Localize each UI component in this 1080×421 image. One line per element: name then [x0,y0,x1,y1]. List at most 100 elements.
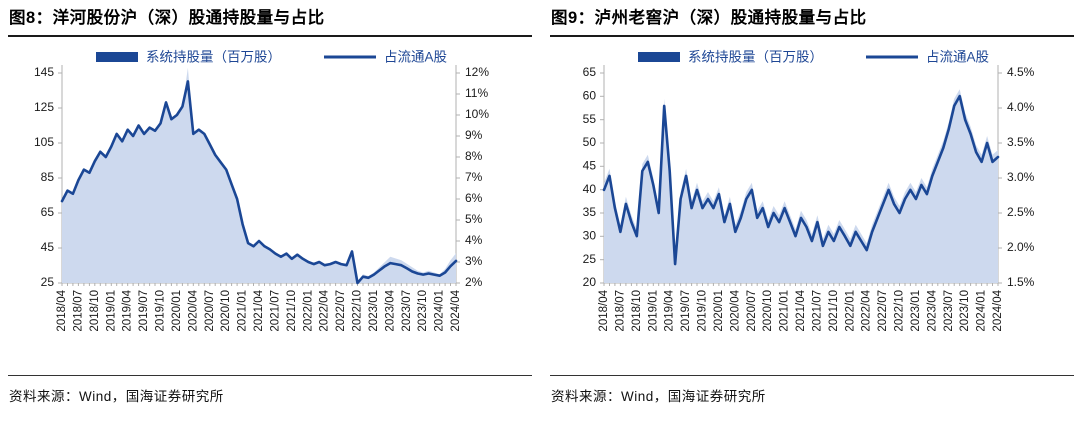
left-axis: 25 45 65 85 105 125 145 [34,65,62,289]
svg-text:2.5%: 2.5% [1007,205,1035,219]
svg-text:2018/07: 2018/07 [72,290,84,332]
svg-text:2020/04: 2020/04 [187,289,199,331]
svg-text:2024/04: 2024/04 [450,289,462,331]
svg-text:2020/07: 2020/07 [746,290,758,332]
svg-text:2022/04: 2022/04 [861,289,873,331]
legend-line-label: 占流通A股 [926,50,990,65]
svg-text:2023/07: 2023/07 [943,290,955,332]
svg-text:7%: 7% [465,170,483,184]
svg-text:2022/10: 2022/10 [352,290,364,332]
svg-text:2023/10: 2023/10 [417,290,429,332]
svg-text:2018/04: 2018/04 [598,289,610,331]
svg-text:2019/10: 2019/10 [155,290,167,332]
svg-text:10%: 10% [465,107,489,121]
svg-text:2019/04: 2019/04 [664,289,676,331]
svg-text:2018/10: 2018/10 [89,290,101,332]
svg-text:2.0%: 2.0% [1007,240,1035,254]
x-axis: 2018/04 2018/07 2018/10 2019/01 2019/04 2019/… [56,283,462,332]
legend-area-label: 系统持股量（百万股） [688,50,823,65]
figure8-panel: 图8：洋河股份沪（深）股通持股量与占比 系统持股量（百万股） 占流通A股 25 45 6… [8,8,532,421]
svg-text:2024/01: 2024/01 [976,290,988,332]
figure9-title: 图9：泸州老窖沪（深）股通持股量与占比 [551,9,867,27]
holdings-area-series [604,89,998,283]
svg-text:2018/07: 2018/07 [614,290,626,332]
svg-text:20: 20 [583,275,597,289]
svg-text:12%: 12% [465,65,489,79]
svg-text:2019/01: 2019/01 [105,290,117,332]
legend-line-label: 占流通A股 [384,50,448,65]
svg-text:45: 45 [41,240,55,254]
svg-text:2021/07: 2021/07 [269,290,281,332]
figure8-title: 图8：洋河股份沪（深）股通持股量与占比 [9,9,325,27]
figure9-panel: 图9：泸州老窖沪（深）股通持股量与占比 系统持股量（百万股） 占流通A股 20 25 3… [550,8,1074,421]
svg-text:3.5%: 3.5% [1007,135,1035,149]
svg-text:3%: 3% [465,254,483,268]
figure8-chart: 系统持股量（百万股） 占流通A股 25 45 65 85 105 125 145 2% 3% 4% 5%… [8,43,532,359]
svg-text:2021/10: 2021/10 [286,290,298,332]
svg-text:2022/01: 2022/01 [844,290,856,332]
svg-text:5%: 5% [465,212,483,226]
figure9-chart-svg: 系统持股量（百万股） 占流通A股202530354045505560651.5%2… [583,50,1035,332]
svg-text:60: 60 [583,88,597,102]
svg-text:2020/04: 2020/04 [729,289,741,331]
svg-text:65: 65 [41,205,55,219]
svg-text:65: 65 [583,65,597,79]
svg-text:2020/07: 2020/07 [204,290,216,332]
ratio-line-series [60,80,458,285]
svg-text:2019/07: 2019/07 [138,290,150,332]
svg-text:4.5%: 4.5% [1007,65,1035,79]
svg-text:3.0%: 3.0% [1007,170,1035,184]
svg-text:2021/07: 2021/07 [811,290,823,332]
svg-text:2018/04: 2018/04 [56,289,68,331]
svg-text:2021/01: 2021/01 [779,290,791,332]
svg-text:2023/07: 2023/07 [401,290,413,332]
svg-text:6%: 6% [465,191,483,205]
svg-text:55: 55 [583,112,597,126]
legend-area-label: 系统持股量（百万股） [146,50,281,65]
svg-text:2023/10: 2023/10 [959,290,971,332]
svg-text:2020/01: 2020/01 [713,290,725,332]
figure8-chart-svg: 系统持股量（百万股） 占流通A股 25 45 65 85 105 125 145 2% 3% 4% 5%… [34,50,489,332]
svg-text:2023/01: 2023/01 [368,290,380,332]
holdings-area-series [62,67,456,283]
ratio-line-series [602,94,1000,266]
svg-text:2022/04: 2022/04 [319,289,331,331]
svg-text:11%: 11% [465,86,488,100]
chart-legend: 系统持股量（百万股） 占流通A股 [96,50,448,65]
svg-text:40: 40 [583,182,597,196]
svg-text:35: 35 [583,205,597,219]
svg-text:2021/04: 2021/04 [253,289,265,331]
legend-area-swatch [638,52,680,62]
right-axis: 1.5% 2.0% 2.5% 3.0% 3.5% 4.0% 4.5% [998,65,1035,289]
x-axis: 2018/04 2018/07 2018/10 2019/01 2019/04 2019/… [598,283,1004,332]
svg-text:2020/10: 2020/10 [762,290,774,332]
svg-text:30: 30 [583,228,597,242]
svg-text:8%: 8% [465,149,483,163]
svg-text:2020/01: 2020/01 [171,290,183,332]
svg-text:4.0%: 4.0% [1007,100,1035,114]
figure9-title-rule [550,35,1074,37]
svg-text:2019/04: 2019/04 [122,289,134,331]
right-axis: 2% 3% 4% 5% 6% 7% 8% 9% 10% 11% 12% [456,65,489,289]
svg-text:2021/10: 2021/10 [828,290,840,332]
svg-text:9%: 9% [465,128,483,142]
svg-text:45: 45 [583,158,597,172]
svg-text:50: 50 [583,135,597,149]
svg-text:2022/07: 2022/07 [335,290,347,332]
svg-text:2019/10: 2019/10 [697,290,709,332]
svg-text:25: 25 [583,252,597,266]
svg-text:2018/10: 2018/10 [631,290,643,332]
svg-text:2023/04: 2023/04 [384,289,396,331]
svg-text:125: 125 [34,100,54,114]
svg-text:2024/04: 2024/04 [992,289,1004,331]
figure9-source: 资料来源：Wind，国海证券研究所 [550,375,1074,421]
legend-area-swatch [96,52,138,62]
svg-text:2021/01: 2021/01 [237,290,249,332]
svg-text:2019/07: 2019/07 [680,290,692,332]
svg-text:2020/10: 2020/10 [220,290,232,332]
svg-text:2023/01: 2023/01 [910,290,922,332]
svg-text:2022/01: 2022/01 [302,290,314,332]
svg-text:2%: 2% [465,275,483,289]
svg-text:105: 105 [34,135,54,149]
